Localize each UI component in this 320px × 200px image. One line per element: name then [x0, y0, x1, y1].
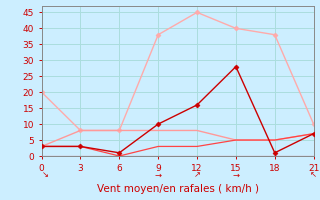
Text: ↗: ↗ — [194, 170, 201, 179]
Text: ↖: ↖ — [310, 170, 317, 179]
Text: ↘: ↘ — [42, 170, 49, 179]
Text: →: → — [232, 170, 239, 179]
X-axis label: Vent moyen/en rafales ( km/h ): Vent moyen/en rafales ( km/h ) — [97, 184, 259, 194]
Text: →: → — [155, 170, 162, 179]
